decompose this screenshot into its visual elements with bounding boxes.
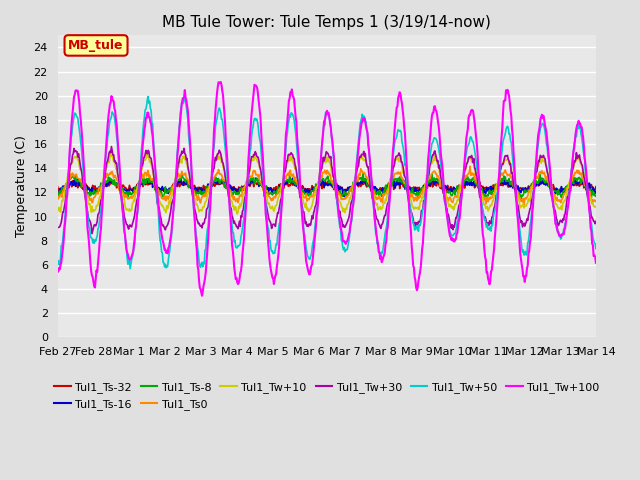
- Line: Tul1_Ts0: Tul1_Ts0: [58, 167, 596, 205]
- Tul1_Ts-8: [359, 170, 367, 176]
- Tul1_Ts-32: [291, 176, 298, 181]
- Tul1_Tw+50: [54, 262, 61, 267]
- Line: Tul1_Ts-16: Tul1_Ts-16: [58, 178, 596, 197]
- Tul1_Ts0: [63, 184, 71, 190]
- Tul1_Tw+10: [119, 196, 127, 202]
- Tul1_Tw+100: [203, 259, 211, 265]
- Tul1_Tw+100: [198, 293, 206, 299]
- Tul1_Ts-32: [202, 184, 210, 190]
- Tul1_Tw+100: [592, 260, 600, 265]
- Tul1_Tw+50: [63, 185, 71, 191]
- Tul1_Tw+100: [217, 79, 225, 85]
- Tul1_Tw+30: [204, 205, 211, 211]
- Tul1_Tw+50: [394, 129, 401, 135]
- Tul1_Ts-32: [410, 185, 417, 191]
- Tul1_Tw+10: [203, 197, 211, 203]
- Line: Tul1_Tw+100: Tul1_Tw+100: [58, 82, 596, 296]
- Tul1_Ts-8: [393, 177, 401, 182]
- Tul1_Ts-16: [393, 181, 401, 187]
- Tul1_Tw+100: [54, 267, 61, 273]
- Tul1_Ts-8: [63, 182, 71, 188]
- Tul1_Tw+100: [173, 153, 181, 159]
- Tul1_Ts0: [408, 191, 415, 196]
- Tul1_Tw+10: [54, 204, 61, 210]
- Line: Tul1_Tw+30: Tul1_Tw+30: [58, 146, 596, 234]
- Tul1_Ts0: [467, 164, 474, 169]
- Tul1_Ts-8: [202, 187, 210, 193]
- Legend: Tul1_Ts-32, Tul1_Ts-16, Tul1_Ts-8, Tul1_Ts0, Tul1_Tw+10, Tul1_Tw+30, Tul1_Tw+50,: Tul1_Ts-32, Tul1_Ts-16, Tul1_Ts-8, Tul1_…: [49, 378, 604, 414]
- Tul1_Ts0: [592, 199, 600, 204]
- Tul1_Ts-32: [592, 184, 600, 190]
- Tul1_Tw+10: [410, 204, 417, 210]
- Tul1_Tw+50: [126, 266, 134, 272]
- Tul1_Tw+10: [394, 154, 401, 160]
- Tul1_Tw+10: [592, 204, 600, 209]
- Tul1_Ts-16: [63, 184, 71, 190]
- Tul1_Ts0: [520, 203, 528, 208]
- Tul1_Ts-16: [408, 189, 416, 195]
- Tul1_Ts0: [392, 171, 400, 177]
- Tul1_Tw+50: [204, 227, 211, 232]
- Tul1_Ts-16: [340, 194, 348, 200]
- Tul1_Ts-16: [570, 175, 578, 181]
- Tul1_Tw+10: [174, 162, 182, 168]
- Line: Tul1_Ts-8: Tul1_Ts-8: [58, 173, 596, 200]
- Tul1_Tw+10: [143, 151, 151, 156]
- Tul1_Ts-16: [173, 182, 181, 188]
- Tul1_Tw+30: [394, 153, 401, 159]
- Tul1_Tw+10: [234, 211, 241, 217]
- Tul1_Ts-8: [119, 185, 127, 191]
- Tul1_Tw+100: [394, 104, 401, 109]
- Tul1_Ts-8: [173, 178, 181, 184]
- Tul1_Tw+30: [54, 225, 61, 230]
- Tul1_Ts-32: [54, 183, 61, 189]
- Tul1_Tw+30: [120, 213, 128, 219]
- Tul1_Ts-32: [341, 192, 349, 198]
- Tul1_Ts-16: [119, 187, 127, 193]
- Tul1_Ts-16: [202, 186, 210, 192]
- Tul1_Ts-32: [63, 184, 71, 190]
- Tul1_Ts-32: [173, 184, 181, 190]
- Tul1_Tw+50: [592, 246, 600, 252]
- Tul1_Tw+30: [410, 216, 417, 222]
- Tul1_Tw+10: [63, 177, 71, 182]
- Tul1_Tw+100: [63, 192, 71, 198]
- Line: Tul1_Tw+50: Tul1_Tw+50: [58, 96, 596, 269]
- Tul1_Ts-8: [408, 186, 416, 192]
- Tul1_Tw+50: [144, 94, 152, 99]
- Tul1_Tw+50: [410, 220, 417, 226]
- Line: Tul1_Tw+10: Tul1_Tw+10: [58, 154, 596, 214]
- Tul1_Ts-8: [592, 193, 600, 199]
- Tul1_Tw+50: [119, 209, 127, 215]
- Tul1_Tw+30: [175, 160, 182, 166]
- Text: MB_tule: MB_tule: [68, 39, 124, 52]
- Title: MB Tule Tower: Tule Temps 1 (3/19/14-now): MB Tule Tower: Tule Temps 1 (3/19/14-now…: [163, 15, 491, 30]
- Tul1_Ts-16: [54, 191, 61, 197]
- Tul1_Ts0: [54, 193, 61, 199]
- Tul1_Tw+100: [119, 208, 127, 214]
- Tul1_Ts0: [119, 190, 127, 195]
- Tul1_Ts-32: [394, 182, 401, 188]
- Tul1_Ts-8: [54, 195, 61, 201]
- Tul1_Ts0: [173, 177, 181, 182]
- Tul1_Tw+50: [175, 129, 182, 135]
- Tul1_Tw+30: [63, 185, 71, 191]
- Tul1_Ts-8: [517, 197, 525, 203]
- Tul1_Ts-16: [592, 190, 600, 195]
- Tul1_Tw+100: [410, 263, 417, 268]
- Tul1_Ts-32: [119, 182, 127, 188]
- Tul1_Tw+30: [108, 144, 115, 149]
- Tul1_Ts0: [202, 193, 210, 199]
- Line: Tul1_Ts-32: Tul1_Ts-32: [58, 179, 596, 195]
- Y-axis label: Temperature (C): Temperature (C): [15, 135, 28, 237]
- Tul1_Tw+30: [592, 218, 600, 224]
- Tul1_Tw+30: [88, 231, 96, 237]
